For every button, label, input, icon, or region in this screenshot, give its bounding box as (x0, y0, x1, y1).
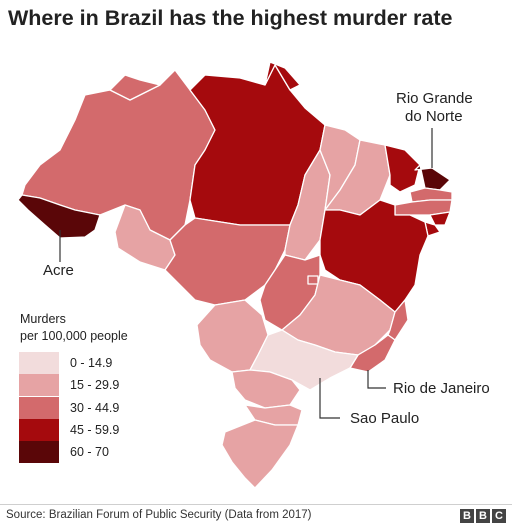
state-distrito-federal (307, 275, 319, 285)
legend-swatch (19, 396, 59, 419)
state-amapa (264, 61, 301, 91)
label-acre: Acre (43, 262, 74, 279)
legend-swatch (19, 419, 59, 442)
label-rio-grande-line1: Rio Grande (396, 90, 473, 107)
legend-item: 45 - 59.9 (19, 419, 120, 442)
legend-label: 45 - 59.9 (70, 423, 120, 438)
legend-item: 15 - 29.9 (19, 374, 120, 397)
bbc-logo-block: C (492, 509, 506, 523)
state-rio-grande-do-norte (414, 164, 451, 191)
legend-item: 0 - 14.9 (19, 352, 119, 375)
legend-label: 0 - 14.9 (70, 356, 113, 371)
legend-label: 30 - 44.9 (70, 400, 120, 415)
state-rio-grande-do-sul (221, 419, 299, 489)
state-acre (17, 194, 101, 239)
label-rio-de-janeiro: Rio de Janeiro (393, 380, 490, 397)
legend-title-line2: per 100,000 people (20, 329, 128, 343)
legend-swatch (19, 374, 59, 397)
state-alagoas (429, 211, 451, 226)
bbc-logo-block: B (460, 509, 474, 523)
legend-label: 60 - 70 (70, 445, 109, 460)
callout-line-rio-de-janeiro (367, 370, 386, 389)
bbc-logo: B B C (460, 509, 506, 523)
bbc-logo-block: B (476, 509, 490, 523)
footer-divider (0, 504, 512, 505)
callout-line-sao-paulo (319, 378, 340, 419)
legend-swatch (19, 352, 59, 375)
legend-swatch (19, 441, 59, 464)
source-note: Source: Brazilian Forum of Public Securi… (6, 509, 312, 521)
label-rio-grande-line2: do Norte (405, 108, 463, 125)
legend-title-line1: Murders (20, 312, 66, 326)
legend-label: 15 - 29.9 (70, 378, 120, 393)
state-parana (231, 369, 301, 409)
state-rio-de-janeiro (349, 334, 396, 373)
state-roraima (109, 74, 161, 101)
label-sao-paulo: Sao Paulo (350, 410, 420, 427)
legend-item: 30 - 44.9 (19, 396, 120, 419)
legend-item: 60 - 70 (19, 441, 119, 464)
state-ceara (384, 144, 421, 193)
page-title: Where in Brazil has the highest murder r… (8, 6, 453, 30)
legend-title: Murders per 100,000 people (20, 311, 128, 345)
legend: 0 - 14.9 15 - 29.9 30 - 44.9 45 - 59.9 6… (19, 352, 120, 464)
